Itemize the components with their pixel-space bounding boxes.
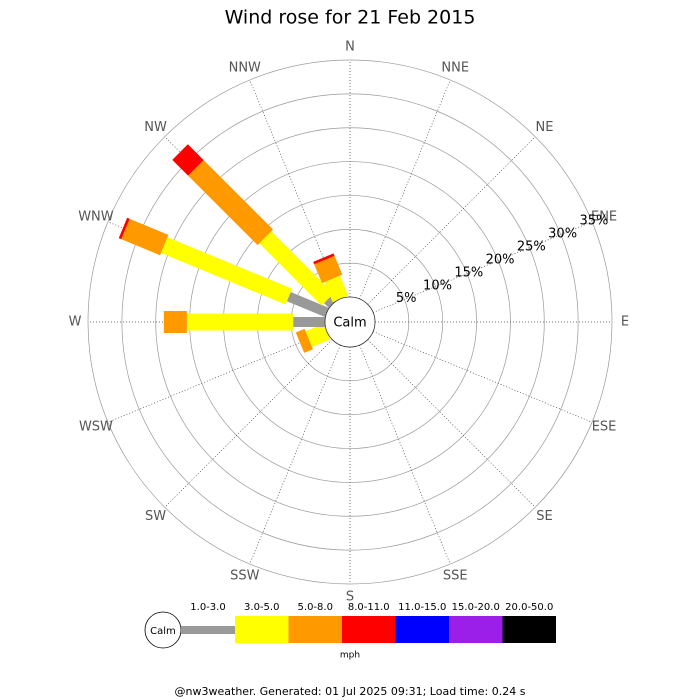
direction-label: NE xyxy=(535,120,553,135)
ring-label: 5% xyxy=(396,291,417,306)
legend-calm-label: Calm xyxy=(150,626,176,637)
legend-swatch xyxy=(502,616,556,643)
spoke xyxy=(367,136,536,305)
calm-circle xyxy=(324,296,376,348)
footer: @nw3weather. Generated: 01 Jul 2025 09:3… xyxy=(175,685,526,698)
spoke xyxy=(164,339,333,508)
direction-label: WNW xyxy=(78,209,114,224)
bar-segment xyxy=(121,218,169,256)
spoke xyxy=(107,331,328,423)
direction-label: NNE xyxy=(441,60,469,75)
ring-label: 10% xyxy=(423,278,452,293)
ring-label: 35% xyxy=(579,213,608,228)
legend-swatch xyxy=(395,616,449,643)
bar-segment xyxy=(186,313,294,331)
bar-segment xyxy=(188,160,274,246)
bar-segment xyxy=(118,217,130,240)
legend-swatch xyxy=(449,616,503,643)
ring xyxy=(121,93,579,551)
bar-segment xyxy=(313,253,335,265)
ring-label: 20% xyxy=(486,252,515,267)
chart-title: Wind rose for 21 Feb 2015 xyxy=(225,7,476,29)
direction-label: ESE xyxy=(592,420,617,435)
legend-label: 3.0-5.0 xyxy=(244,602,279,613)
bar-segment xyxy=(163,311,187,333)
legend-swatch xyxy=(181,626,235,634)
direction-label: W xyxy=(69,315,82,330)
direction-label: NNW xyxy=(229,60,261,75)
direction-label: E xyxy=(621,315,629,330)
spoke xyxy=(249,344,341,565)
bar-segment xyxy=(172,144,204,176)
legend-label: 11.0-15.0 xyxy=(398,602,446,613)
legend-swatch xyxy=(342,616,396,643)
legend-swatch xyxy=(288,616,342,643)
calm-label: Calm xyxy=(333,316,366,331)
spoke xyxy=(359,344,451,565)
legend-label: 20.0-50.0 xyxy=(505,602,553,613)
bar-segment xyxy=(305,323,331,347)
direction-label: NW xyxy=(144,120,167,135)
bar-segment xyxy=(286,292,329,318)
legend-swatch xyxy=(235,616,289,643)
bar-segment xyxy=(324,275,349,303)
bar-segment xyxy=(314,255,343,284)
legend-label: 8.0-11.0 xyxy=(348,602,390,613)
spoke xyxy=(367,339,536,508)
spoke xyxy=(359,79,451,300)
direction-label: SSE xyxy=(443,569,468,584)
spoke xyxy=(372,221,593,313)
direction-label: SW xyxy=(145,509,166,524)
bar-segment xyxy=(259,231,334,306)
direction-label: SE xyxy=(536,509,552,524)
bar-segment xyxy=(293,317,325,327)
direction-label: N xyxy=(345,40,355,55)
bar-segment xyxy=(160,237,292,305)
spoke xyxy=(372,331,593,423)
direction-label: SSW xyxy=(230,569,260,584)
direction-label: ENE xyxy=(591,209,617,224)
ring-label: 30% xyxy=(548,226,577,241)
legend-label: 5.0-8.0 xyxy=(298,602,333,613)
ring-label: 15% xyxy=(454,265,483,280)
direction-label: WSW xyxy=(79,420,113,435)
ring-label: 25% xyxy=(517,239,546,254)
legend-label: 15.0-20.0 xyxy=(452,602,500,613)
ring xyxy=(87,59,613,585)
bar-segment xyxy=(295,328,313,353)
legend-label: 1.0-3.0 xyxy=(190,602,225,613)
ring xyxy=(155,127,545,517)
legend-unit: mph xyxy=(340,651,360,661)
direction-label: S xyxy=(346,590,354,605)
